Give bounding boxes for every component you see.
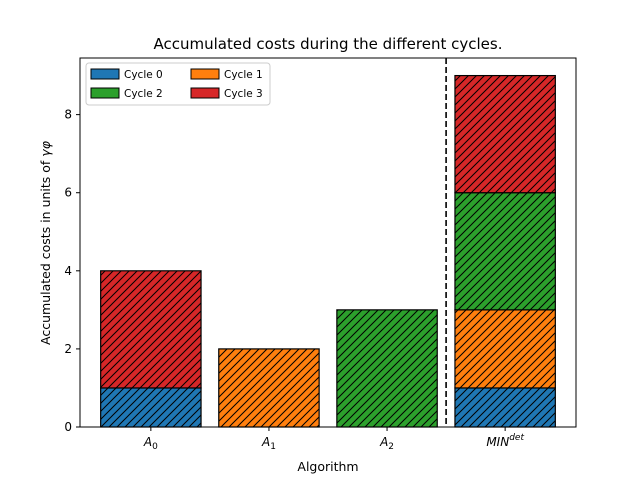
y-tick-label: 4 bbox=[64, 264, 72, 278]
bar-segment bbox=[454, 74, 556, 194]
legend-frame bbox=[85, 62, 271, 106]
bar-segment bbox=[336, 309, 438, 428]
legend-swatch bbox=[90, 68, 120, 80]
legend-swatch bbox=[90, 87, 120, 99]
bar-segment bbox=[218, 348, 320, 428]
bar-segment bbox=[100, 387, 202, 428]
axes-frame bbox=[79, 57, 577, 428]
y-axis-label: Accumulated costs in units of γφ bbox=[38, 140, 53, 345]
x-tick-label: A0 bbox=[143, 435, 158, 452]
legend-item: Cycle 3 bbox=[190, 87, 263, 100]
legend-label: Cycle 0 bbox=[124, 69, 163, 81]
x-tick-label: MINdet bbox=[486, 433, 524, 449]
y-tick-label: 0 bbox=[64, 420, 72, 434]
x-axis-label: Algorithm bbox=[297, 459, 358, 474]
bar-segment bbox=[454, 192, 556, 311]
chart-title: Accumulated costs during the different c… bbox=[154, 35, 503, 53]
legend-swatch bbox=[190, 87, 220, 99]
plot-area: 0 2 4 6 8 A0 A1 A2 MINdet bbox=[64, 57, 577, 452]
legend-label: Cycle 3 bbox=[224, 88, 263, 100]
legend-label: Cycle 2 bbox=[124, 88, 163, 100]
legend: Cycle 0 Cycle 1 Cycle 2 Cycle 3 bbox=[85, 62, 271, 106]
x-tick-label: A1 bbox=[261, 435, 276, 452]
y-tick-label: 2 bbox=[64, 342, 72, 356]
legend-label: Cycle 1 bbox=[224, 69, 263, 81]
x-tick-label: A2 bbox=[379, 435, 394, 452]
bar-segment bbox=[100, 270, 202, 389]
legend-item: Cycle 2 bbox=[90, 87, 163, 100]
bar-segment bbox=[454, 387, 556, 428]
legend-item: Cycle 1 bbox=[190, 68, 263, 81]
legend-item: Cycle 0 bbox=[90, 68, 163, 81]
y-tick-label: 6 bbox=[64, 186, 72, 200]
y-tick-label: 8 bbox=[64, 108, 72, 122]
legend-swatch bbox=[190, 68, 220, 80]
bar-segment bbox=[454, 309, 556, 389]
